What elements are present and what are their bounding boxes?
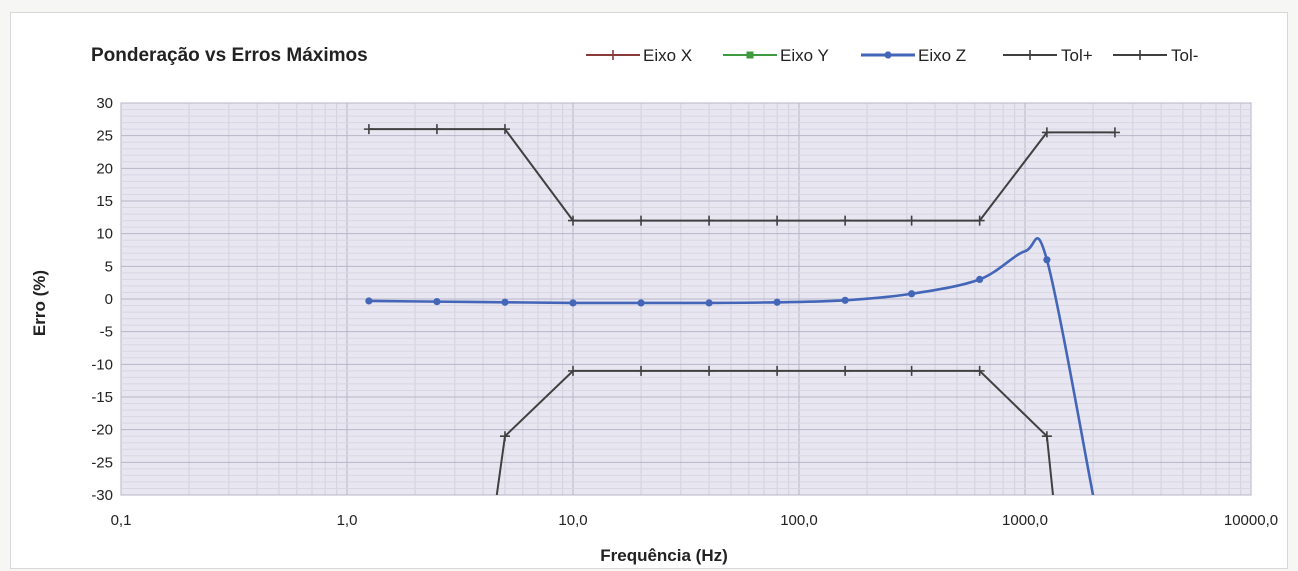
data-point-tol- bbox=[840, 215, 851, 226]
x-tick-label: 10,0 bbox=[558, 512, 587, 529]
data-point-tol- bbox=[974, 215, 985, 226]
legend-item-tol-: Tol+ bbox=[1003, 46, 1093, 65]
data-point-tol- bbox=[772, 365, 783, 376]
legend-marker-eixo-z bbox=[884, 51, 892, 59]
x-tick-label: 1,0 bbox=[337, 512, 358, 529]
data-point-tol- bbox=[1041, 127, 1052, 138]
data-point-tol- bbox=[772, 215, 783, 226]
axes: 30 25 20 15 10 5 0 -5 -10 -15 -20 -25 -30 0,1 1,0 10,0 1… bbox=[91, 95, 1278, 529]
data-point-tol- bbox=[906, 365, 917, 376]
data-point-tol- bbox=[704, 365, 715, 376]
x-tick-label: 100,0 bbox=[780, 512, 818, 529]
series-tol- bbox=[495, 365, 1054, 495]
data-point-eixo-z bbox=[705, 299, 713, 307]
data-point-eixo-z bbox=[841, 296, 849, 304]
grid bbox=[120, 102, 1252, 496]
data-point-tol- bbox=[1041, 431, 1052, 442]
legend-item-tol-: Tol- bbox=[1113, 46, 1198, 65]
data-point-tol- bbox=[840, 365, 851, 376]
x-tick-label: 1000,0 bbox=[1002, 512, 1048, 529]
data-point-eixo-z bbox=[637, 299, 645, 307]
data-point-tol- bbox=[1109, 127, 1120, 138]
data-point-tol- bbox=[499, 431, 510, 442]
y-tick-label: -15 bbox=[91, 389, 113, 406]
chart-frame: Ponderação vs Erros Máximos Eixo X Eixo Y… bbox=[10, 12, 1288, 569]
data-point-eixo-z bbox=[569, 299, 577, 307]
y-tick-label: 5 bbox=[105, 258, 113, 275]
y-tick-label: -30 bbox=[91, 487, 113, 504]
data-point-tol- bbox=[499, 124, 510, 135]
y-tick-label: -25 bbox=[91, 454, 113, 471]
chart-title: Ponderação vs Erros Máximos bbox=[91, 45, 368, 66]
legend-label-tol-: Tol+ bbox=[1061, 46, 1093, 65]
legend-marker-tol- bbox=[1135, 50, 1145, 60]
data-point-tol- bbox=[568, 215, 578, 226]
data-point-eixo-z bbox=[976, 275, 984, 283]
legend-item-eixo-z: Eixo Z bbox=[861, 46, 966, 65]
data-point-tol- bbox=[431, 124, 442, 135]
data-point-tol- bbox=[636, 365, 647, 376]
legend-item-eixo-x: Eixo X bbox=[586, 46, 692, 65]
legend-item-eixo-y: Eixo Y bbox=[723, 46, 829, 65]
x-axis-title: Frequência (Hz) bbox=[600, 546, 728, 565]
series-tol- bbox=[363, 124, 1120, 226]
data-point-eixo-z bbox=[501, 298, 509, 306]
y-tick-label: 10 bbox=[96, 226, 113, 243]
data-point-tol- bbox=[974, 365, 985, 376]
data-point-eixo-z bbox=[365, 297, 373, 305]
data-point-tol- bbox=[363, 124, 374, 135]
x-tick-label: 10000,0 bbox=[1224, 512, 1278, 529]
legend-marker-eixo-x bbox=[608, 50, 618, 60]
series-line-tol- bbox=[368, 128, 1115, 222]
legend-marker-tol- bbox=[1025, 50, 1035, 60]
y-tick-label: 0 bbox=[105, 291, 113, 308]
legend-label-eixo-y: Eixo Y bbox=[780, 46, 829, 65]
y-tick-label: -20 bbox=[91, 422, 113, 439]
series-layer bbox=[363, 124, 1120, 495]
data-point-tol- bbox=[704, 215, 715, 226]
data-point-eixo-z bbox=[908, 290, 916, 298]
legend-marker-eixo-y bbox=[746, 51, 754, 59]
y-tick-label: 25 bbox=[96, 128, 113, 145]
series-eixo-z bbox=[365, 237, 1095, 495]
data-point-eixo-z bbox=[1043, 256, 1051, 264]
chart: Ponderação vs Erros Máximos Eixo X Eixo Y… bbox=[30, 45, 1278, 565]
legend-label-tol-: Tol- bbox=[1171, 46, 1198, 65]
data-point-tol- bbox=[636, 215, 647, 226]
data-point-eixo-z bbox=[773, 298, 781, 306]
y-tick-label: -5 bbox=[100, 324, 113, 341]
y-tick-label: 30 bbox=[96, 95, 113, 112]
y-tick-label: -10 bbox=[91, 356, 113, 373]
legend-label-eixo-x: Eixo X bbox=[643, 46, 692, 65]
x-tick-label: 0,1 bbox=[111, 512, 132, 529]
y-tick-label: 15 bbox=[96, 193, 113, 210]
y-tick-label: 20 bbox=[96, 160, 113, 177]
data-point-tol- bbox=[906, 215, 917, 226]
legend-label-eixo-z: Eixo Z bbox=[918, 46, 966, 65]
y-axis-title: Erro (%) bbox=[30, 270, 49, 336]
data-point-tol- bbox=[568, 365, 578, 376]
legend: Eixo X Eixo Y Eixo Z Tol+ Tol- bbox=[586, 46, 1198, 65]
data-point-eixo-z bbox=[433, 298, 441, 306]
